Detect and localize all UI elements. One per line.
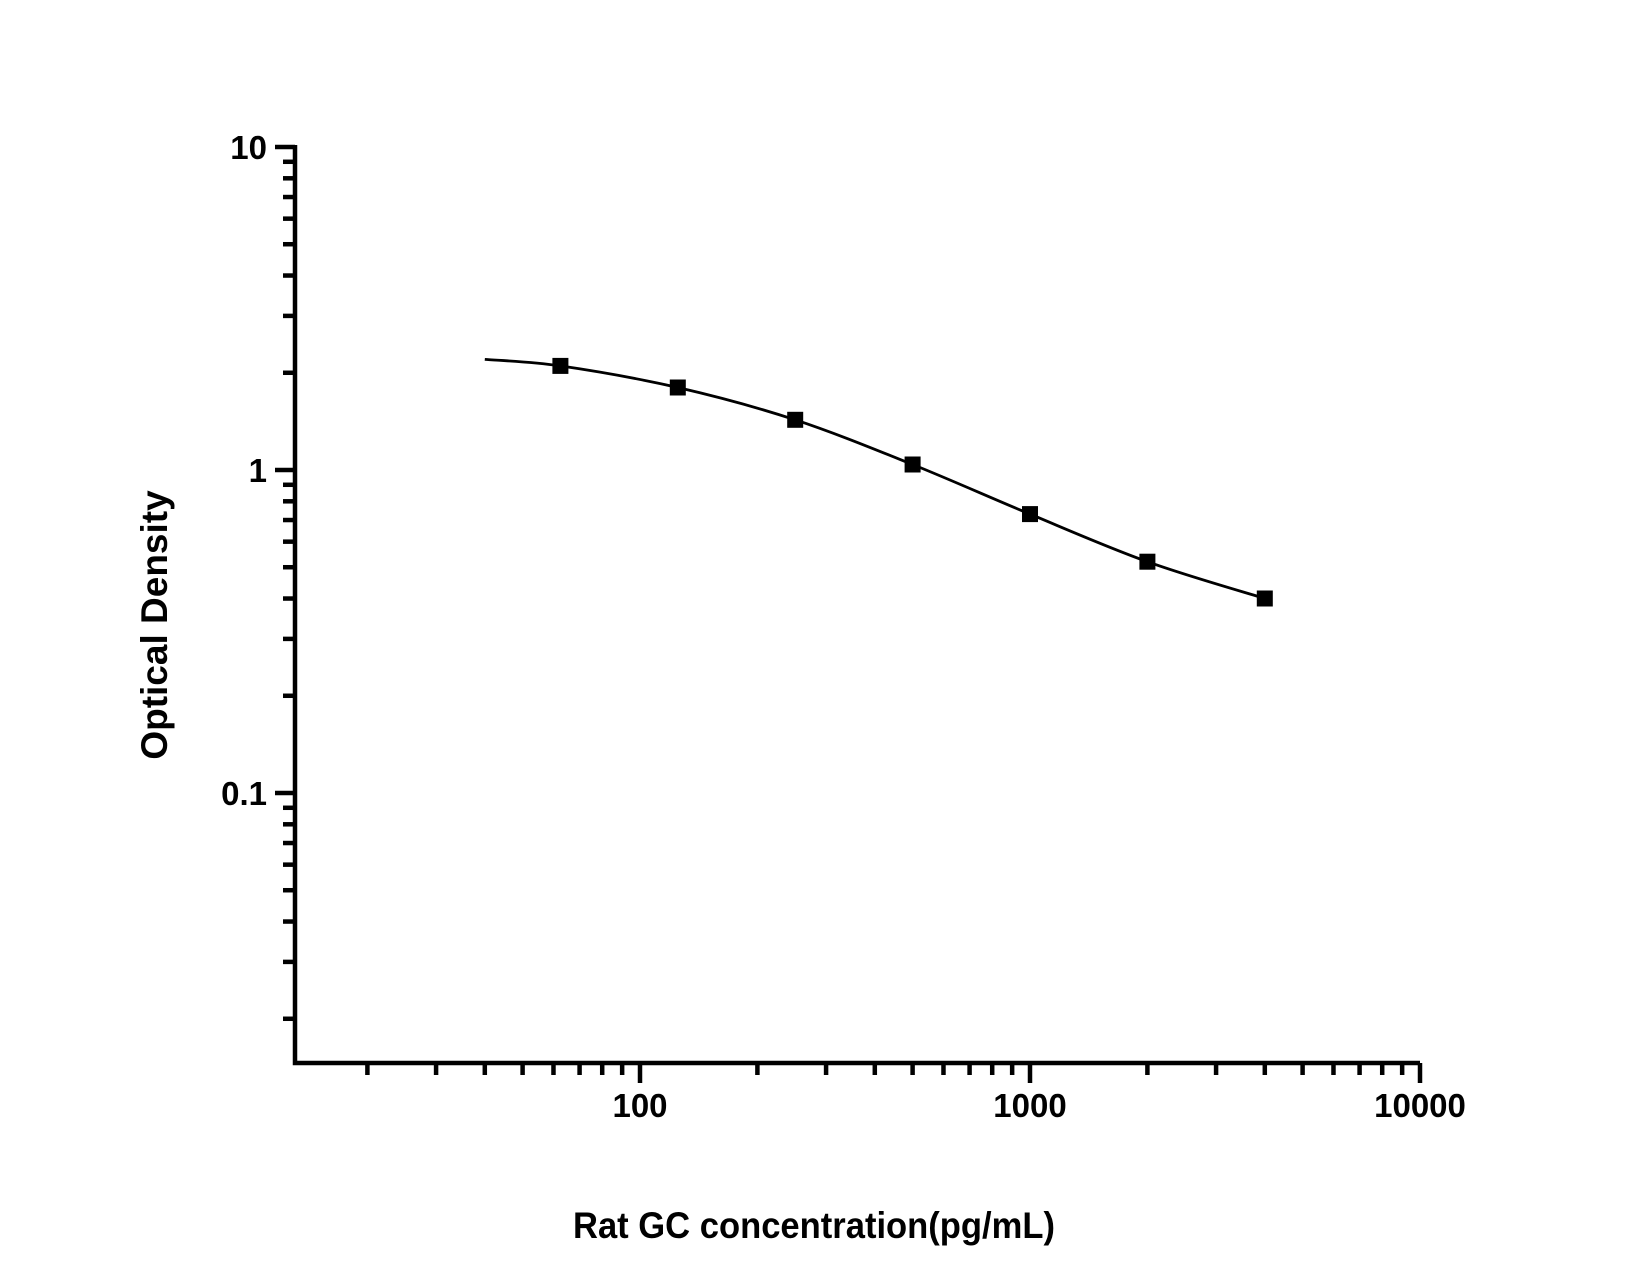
data-series-layer <box>484 357 1273 607</box>
data-point-marker <box>669 379 686 396</box>
data-point-marker <box>1022 506 1038 523</box>
data-point-marker <box>1139 553 1156 570</box>
axis-frame <box>292 145 1420 1066</box>
x-tick-label: 1000 <box>993 1087 1066 1124</box>
x-tick-label: 10000 <box>1374 1087 1466 1124</box>
y-tick-label: 10 <box>230 129 267 166</box>
x-tick-label: 100 <box>612 1087 667 1124</box>
data-point-marker <box>1256 590 1273 607</box>
axes-layer: 100 1000 10000 10 1 0.1 <box>221 129 1466 1124</box>
y-axis-title: Optical Density <box>134 490 175 760</box>
data-point-marker <box>904 456 921 473</box>
data-point-marker <box>552 357 569 374</box>
x-axis-title: Rat GC concentration(pg/mL) <box>573 1205 1055 1246</box>
y-tick-label: 1 <box>249 452 267 489</box>
y-tick-label: 0.1 <box>221 775 267 812</box>
data-point-marker <box>787 411 804 428</box>
